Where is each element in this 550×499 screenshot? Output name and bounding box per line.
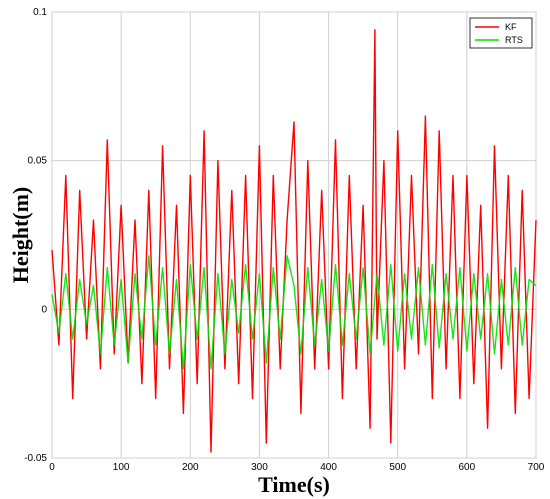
- y-tick-label: 0.05: [28, 156, 48, 167]
- x-tick-label: 700: [528, 462, 545, 473]
- series-line-kf: [51, 29, 537, 453]
- y-tick-label: -0.05: [24, 453, 47, 464]
- series-line-rts: [51, 255, 537, 370]
- legend-label-kf: KF: [505, 22, 517, 32]
- x-tick-label: 300: [251, 462, 268, 473]
- x-tick-label: 600: [459, 462, 476, 473]
- x-tick-label: 500: [389, 462, 406, 473]
- y-axis-title: Height(m): [8, 187, 33, 284]
- x-tick-label: 0: [49, 462, 55, 473]
- x-axis-title: Time(s): [258, 472, 330, 497]
- y-tick-label: 0: [41, 304, 47, 315]
- series-group: [51, 29, 537, 453]
- plot-area: [51, 11, 537, 459]
- x-tick-label: 400: [320, 462, 337, 473]
- legend-box: [469, 17, 533, 49]
- x-tick-label: 100: [113, 462, 130, 473]
- y-tick-label: 0.1: [33, 7, 47, 18]
- legend-label-rts: RTS: [505, 35, 523, 45]
- legend: KF RTS: [469, 17, 533, 49]
- x-tick-label: 200: [182, 462, 199, 473]
